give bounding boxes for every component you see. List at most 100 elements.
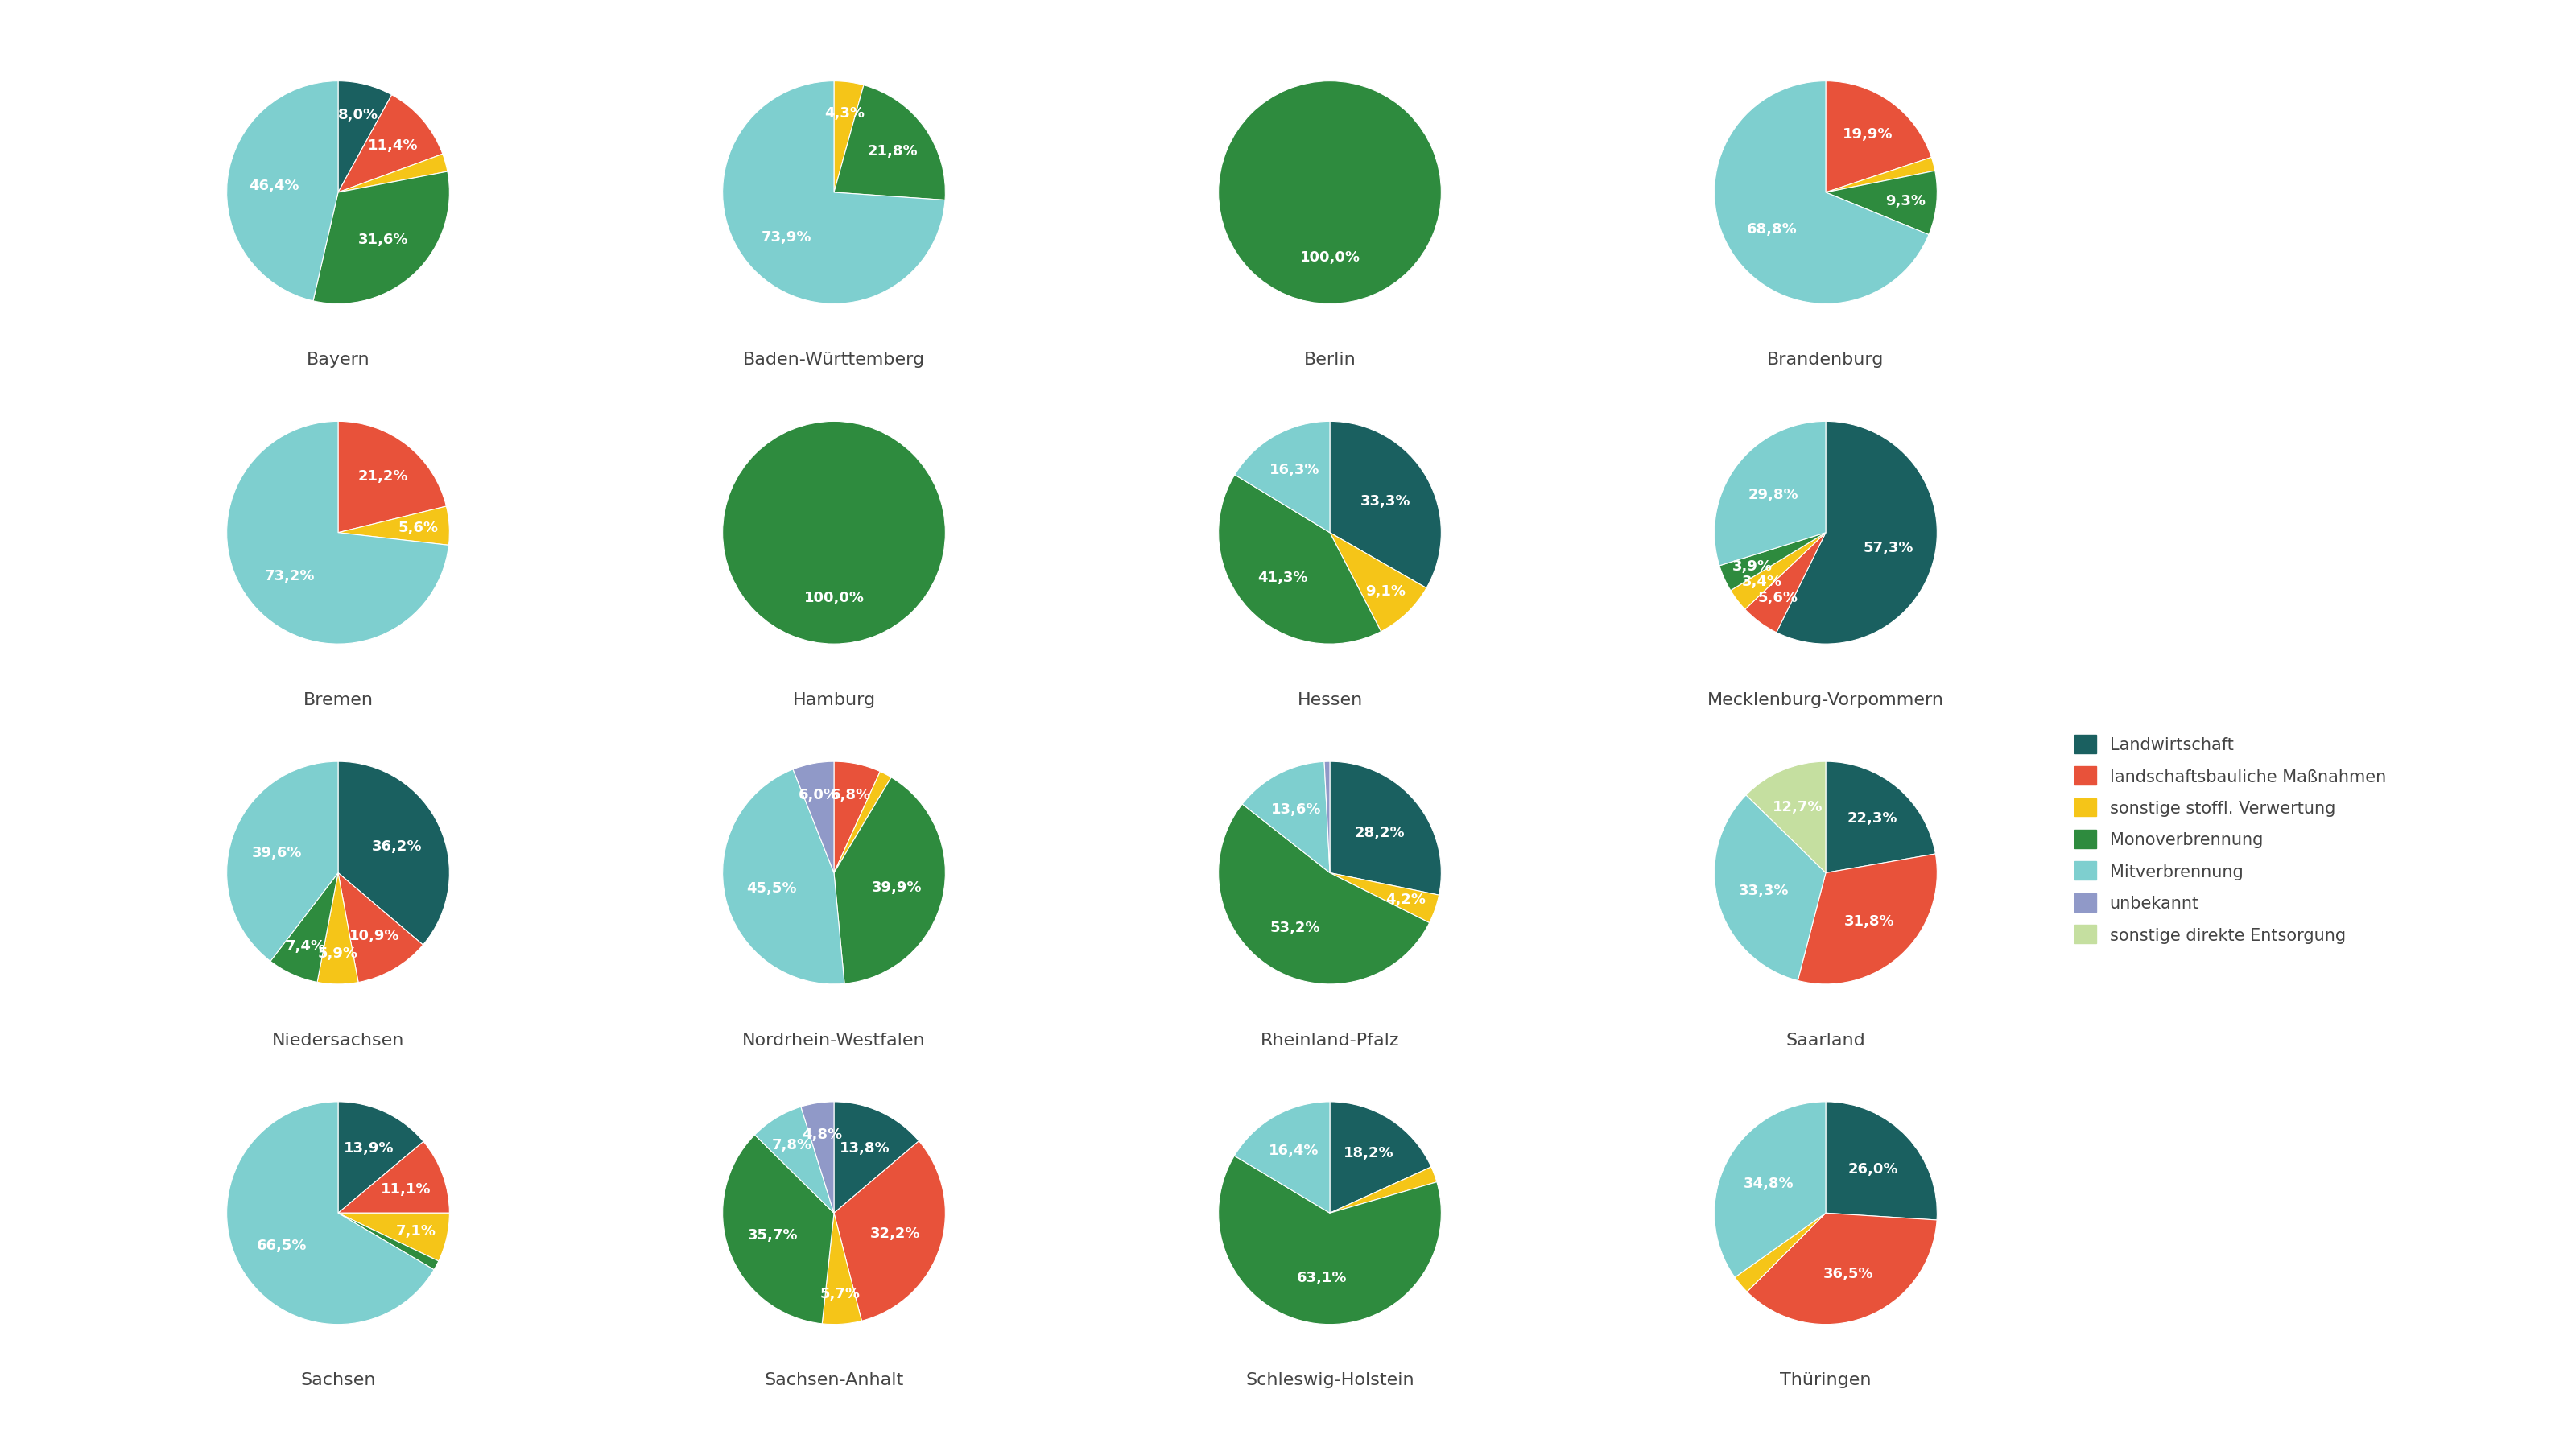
Wedge shape <box>1716 1101 1826 1278</box>
Wedge shape <box>337 421 446 532</box>
Wedge shape <box>337 1101 422 1213</box>
Text: 12,7%: 12,7% <box>1772 799 1824 813</box>
Text: 29,8%: 29,8% <box>1749 488 1798 502</box>
Text: Bremen: Bremen <box>304 692 374 708</box>
Text: Hamburg: Hamburg <box>793 692 876 708</box>
Wedge shape <box>1218 81 1440 304</box>
Wedge shape <box>227 761 337 961</box>
Wedge shape <box>724 81 945 304</box>
Wedge shape <box>337 1213 448 1262</box>
Wedge shape <box>1329 421 1440 589</box>
Text: 16,3%: 16,3% <box>1270 463 1319 478</box>
Text: Baden-Württemberg: Baden-Württemberg <box>742 352 925 368</box>
Text: 39,6%: 39,6% <box>252 845 301 860</box>
Text: Nordrhein-Westfalen: Nordrhein-Westfalen <box>742 1032 925 1048</box>
Wedge shape <box>835 777 945 984</box>
Wedge shape <box>1826 1101 1937 1220</box>
Text: 7,1%: 7,1% <box>397 1224 435 1239</box>
Wedge shape <box>1329 1101 1432 1213</box>
Text: 36,2%: 36,2% <box>371 839 422 854</box>
Text: 21,8%: 21,8% <box>868 145 917 159</box>
Text: 4,3%: 4,3% <box>824 107 866 122</box>
Wedge shape <box>1329 873 1440 923</box>
Text: 68,8%: 68,8% <box>1747 221 1798 236</box>
Wedge shape <box>801 1101 835 1213</box>
Text: 39,9%: 39,9% <box>871 880 922 894</box>
Text: 9,3%: 9,3% <box>1886 194 1927 208</box>
Text: 100,0%: 100,0% <box>804 590 863 605</box>
Wedge shape <box>793 761 835 873</box>
Text: 13,9%: 13,9% <box>343 1140 394 1155</box>
Text: 21,2%: 21,2% <box>358 469 407 483</box>
Text: 6,8%: 6,8% <box>832 787 871 802</box>
Text: Thüringen: Thüringen <box>1780 1372 1870 1388</box>
Text: 11,1%: 11,1% <box>381 1181 430 1195</box>
Text: 45,5%: 45,5% <box>747 881 796 896</box>
Wedge shape <box>835 1101 920 1213</box>
Wedge shape <box>1777 421 1937 644</box>
Wedge shape <box>1744 532 1826 632</box>
Wedge shape <box>337 761 448 945</box>
Text: 34,8%: 34,8% <box>1744 1176 1793 1191</box>
Text: 6,0%: 6,0% <box>799 787 840 802</box>
Text: 9,1%: 9,1% <box>1365 583 1406 598</box>
Wedge shape <box>270 873 337 983</box>
Wedge shape <box>337 873 422 983</box>
Text: 31,6%: 31,6% <box>358 233 407 247</box>
Text: 33,3%: 33,3% <box>1739 883 1788 897</box>
Text: 35,7%: 35,7% <box>747 1227 799 1242</box>
Text: 19,9%: 19,9% <box>1842 127 1893 142</box>
Wedge shape <box>1218 475 1381 644</box>
Wedge shape <box>1234 1101 1329 1213</box>
Wedge shape <box>835 81 863 192</box>
Wedge shape <box>724 1134 835 1324</box>
Text: 5,6%: 5,6% <box>1757 590 1798 605</box>
Text: 41,3%: 41,3% <box>1257 570 1309 585</box>
Wedge shape <box>1826 81 1932 192</box>
Text: 57,3%: 57,3% <box>1862 541 1914 556</box>
Wedge shape <box>835 85 945 201</box>
Wedge shape <box>1329 761 1440 896</box>
Text: 5,9%: 5,9% <box>317 946 358 961</box>
Wedge shape <box>337 506 448 546</box>
Wedge shape <box>724 770 845 984</box>
Wedge shape <box>1218 1156 1440 1324</box>
Text: 31,8%: 31,8% <box>1844 913 1896 928</box>
Text: 7,8%: 7,8% <box>773 1137 811 1152</box>
Wedge shape <box>317 873 358 984</box>
Wedge shape <box>1716 81 1929 304</box>
Wedge shape <box>1747 761 1826 873</box>
Wedge shape <box>1329 532 1427 632</box>
Text: 3,4%: 3,4% <box>1741 574 1783 589</box>
Wedge shape <box>1716 796 1826 981</box>
Text: 73,2%: 73,2% <box>265 569 314 583</box>
Text: Sachsen-Anhalt: Sachsen-Anhalt <box>765 1372 904 1388</box>
Wedge shape <box>1234 421 1329 532</box>
Text: 10,9%: 10,9% <box>350 929 399 943</box>
Wedge shape <box>337 155 448 192</box>
Text: 13,8%: 13,8% <box>840 1140 889 1155</box>
Wedge shape <box>1716 421 1826 566</box>
Text: 100,0%: 100,0% <box>1301 250 1360 265</box>
Text: Rheinland-Pfalz: Rheinland-Pfalz <box>1260 1032 1399 1048</box>
Text: Sachsen: Sachsen <box>301 1372 376 1388</box>
Wedge shape <box>1218 805 1430 984</box>
Wedge shape <box>835 761 881 873</box>
Wedge shape <box>337 81 392 192</box>
Wedge shape <box>1747 1213 1937 1324</box>
Text: 66,5%: 66,5% <box>258 1237 307 1253</box>
Wedge shape <box>337 1213 438 1270</box>
Text: 53,2%: 53,2% <box>1270 920 1321 935</box>
Text: Berlin: Berlin <box>1303 352 1355 368</box>
Text: 5,6%: 5,6% <box>399 521 438 535</box>
Text: 3,9%: 3,9% <box>1734 559 1772 573</box>
Text: Mecklenburg-Vorpommern: Mecklenburg-Vorpommern <box>1708 692 1945 708</box>
Wedge shape <box>1324 761 1329 873</box>
Text: 18,2%: 18,2% <box>1345 1145 1394 1159</box>
Wedge shape <box>724 421 945 644</box>
Text: 36,5%: 36,5% <box>1824 1266 1873 1281</box>
Text: 22,3%: 22,3% <box>1847 810 1899 825</box>
Wedge shape <box>822 1213 863 1324</box>
Text: 63,1%: 63,1% <box>1296 1270 1347 1285</box>
Text: Schleswig-Holstein: Schleswig-Holstein <box>1244 1372 1414 1388</box>
